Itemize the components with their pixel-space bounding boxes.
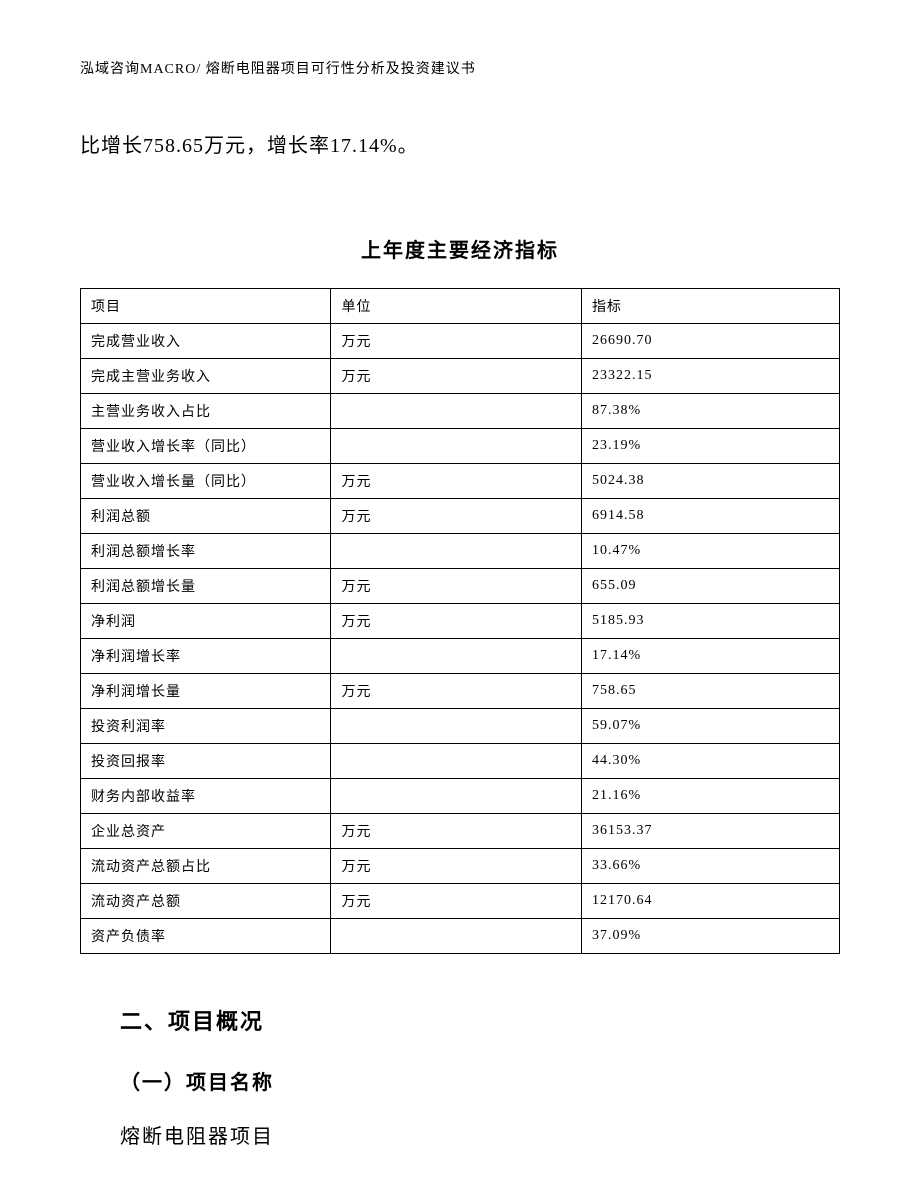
section-subheading: （一）项目名称 (120, 1066, 840, 1095)
table-row: 投资回报率 44.30% (81, 744, 840, 779)
cell-item: 流动资产总额占比 (81, 849, 331, 884)
economic-indicators-table: 项目 单位 指标 完成营业收入 万元 26690.70 完成主营业务收入 万元 … (80, 288, 840, 954)
table-row: 企业总资产 万元 36153.37 (81, 814, 840, 849)
cell-item: 财务内部收益率 (81, 779, 331, 814)
cell-value: 36153.37 (581, 814, 839, 849)
cell-value: 10.47% (581, 534, 839, 569)
cell-unit: 万元 (331, 359, 581, 394)
cell-value: 23322.15 (581, 359, 839, 394)
table-title: 上年度主要经济指标 (80, 234, 840, 263)
table-row: 利润总额 万元 6914.58 (81, 499, 840, 534)
cell-item: 营业收入增长量（同比） (81, 464, 331, 499)
cell-value: 5185.93 (581, 604, 839, 639)
cell-unit: 万元 (331, 499, 581, 534)
table-row: 完成营业收入 万元 26690.70 (81, 324, 840, 359)
cell-value: 5024.38 (581, 464, 839, 499)
cell-unit (331, 919, 581, 954)
cell-unit (331, 744, 581, 779)
table-row: 完成主营业务收入 万元 23322.15 (81, 359, 840, 394)
cell-value: 33.66% (581, 849, 839, 884)
column-header-unit: 单位 (331, 289, 581, 324)
table-row: 净利润 万元 5185.93 (81, 604, 840, 639)
cell-value: 37.09% (581, 919, 839, 954)
cell-item: 投资回报率 (81, 744, 331, 779)
table-row: 投资利润率 59.07% (81, 709, 840, 744)
cell-value: 59.07% (581, 709, 839, 744)
cell-unit (331, 534, 581, 569)
document-header: 泓域咨询MACRO/ 熔断电阻器项目可行性分析及投资建议书 (80, 58, 840, 78)
table-row: 财务内部收益率 21.16% (81, 779, 840, 814)
cell-value: 23.19% (581, 429, 839, 464)
table-row: 主营业务收入占比 87.38% (81, 394, 840, 429)
cell-value: 26690.70 (581, 324, 839, 359)
cell-value: 655.09 (581, 569, 839, 604)
cell-unit: 万元 (331, 849, 581, 884)
cell-unit: 万元 (331, 814, 581, 849)
section-body-text: 熔断电阻器项目 (120, 1120, 840, 1149)
cell-unit: 万元 (331, 884, 581, 919)
cell-unit: 万元 (331, 604, 581, 639)
cell-unit (331, 429, 581, 464)
table-row: 流动资产总额 万元 12170.64 (81, 884, 840, 919)
table-row: 净利润增长量 万元 758.65 (81, 674, 840, 709)
cell-item: 流动资产总额 (81, 884, 331, 919)
cell-item: 净利润增长量 (81, 674, 331, 709)
table-row: 利润总额增长量 万元 655.09 (81, 569, 840, 604)
intro-paragraph: 比增长758.65万元，增长率17.14%。 (80, 128, 840, 164)
cell-unit (331, 639, 581, 674)
column-header-item: 项目 (81, 289, 331, 324)
column-header-value: 指标 (581, 289, 839, 324)
cell-item: 完成主营业务收入 (81, 359, 331, 394)
cell-unit (331, 394, 581, 429)
cell-value: 44.30% (581, 744, 839, 779)
table-header-row: 项目 单位 指标 (81, 289, 840, 324)
table-body: 完成营业收入 万元 26690.70 完成主营业务收入 万元 23322.15 … (81, 324, 840, 954)
cell-unit: 万元 (331, 324, 581, 359)
cell-item: 企业总资产 (81, 814, 331, 849)
cell-unit: 万元 (331, 674, 581, 709)
cell-value: 6914.58 (581, 499, 839, 534)
cell-unit (331, 779, 581, 814)
table-row: 营业收入增长量（同比） 万元 5024.38 (81, 464, 840, 499)
cell-item: 资产负债率 (81, 919, 331, 954)
cell-unit: 万元 (331, 464, 581, 499)
cell-unit: 万元 (331, 569, 581, 604)
cell-item: 营业收入增长率（同比） (81, 429, 331, 464)
cell-item: 利润总额增长量 (81, 569, 331, 604)
cell-item: 利润总额 (81, 499, 331, 534)
cell-value: 21.16% (581, 779, 839, 814)
section-heading: 二、项目概况 (120, 1004, 840, 1036)
table-row: 资产负债率 37.09% (81, 919, 840, 954)
cell-value: 17.14% (581, 639, 839, 674)
table-row: 流动资产总额占比 万元 33.66% (81, 849, 840, 884)
cell-value: 12170.64 (581, 884, 839, 919)
cell-item: 净利润 (81, 604, 331, 639)
cell-item: 净利润增长率 (81, 639, 331, 674)
cell-item: 完成营业收入 (81, 324, 331, 359)
table-row: 营业收入增长率（同比） 23.19% (81, 429, 840, 464)
cell-item: 利润总额增长率 (81, 534, 331, 569)
cell-value: 87.38% (581, 394, 839, 429)
cell-item: 主营业务收入占比 (81, 394, 331, 429)
table-row: 利润总额增长率 10.47% (81, 534, 840, 569)
table-row: 净利润增长率 17.14% (81, 639, 840, 674)
page-container: 泓域咨询MACRO/ 熔断电阻器项目可行性分析及投资建议书 比增长758.65万… (0, 0, 920, 1199)
cell-item: 投资利润率 (81, 709, 331, 744)
cell-unit (331, 709, 581, 744)
cell-value: 758.65 (581, 674, 839, 709)
